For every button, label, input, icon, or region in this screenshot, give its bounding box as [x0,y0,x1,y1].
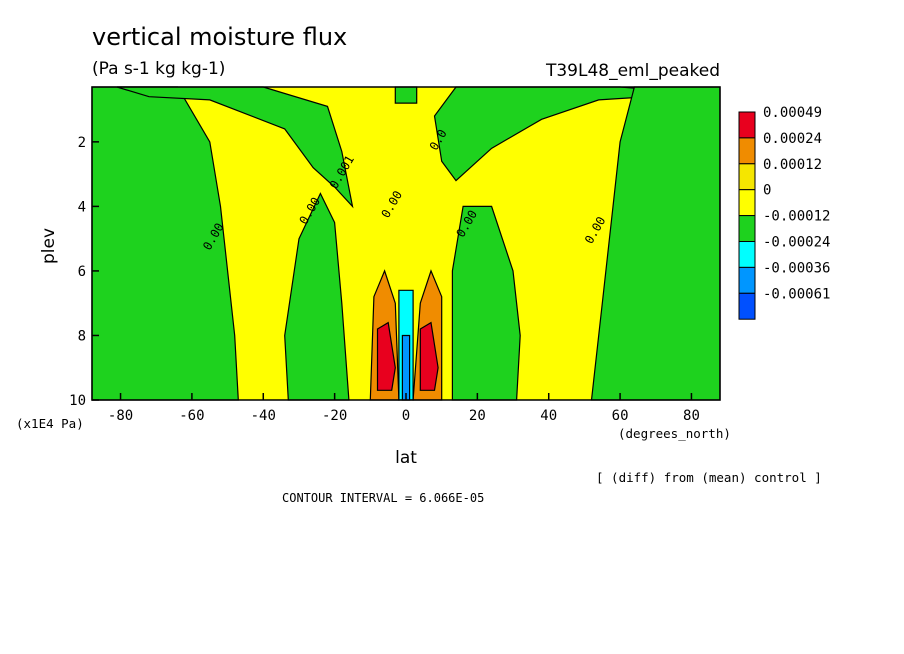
legend-label: 0 [763,183,771,199]
y-tick-label: 4 [78,199,86,215]
contour-region-upper-left-negative [116,86,354,209]
contour-interval: CONTOUR INTERVAL = 6.066E-05 [282,491,484,505]
legend-label: -0.00024 [763,235,830,251]
chart-title: vertical moisture flux [92,23,347,51]
experiment-label: T39L48_eml_peaked [545,61,720,81]
legend-label: -0.00012 [763,209,830,225]
contour-region-center-red-left [376,321,396,391]
x-tick-label: 0 [402,408,410,424]
colorbar-legend: 0.00049 0.00024 0.00012 0 -0.00012 -0.00024 -0… [738,105,830,320]
y-axis-units: (x1E4 Pa) [16,416,84,431]
legend-label: 0.00024 [763,131,822,147]
y-tick-label: 8 [78,328,86,344]
x-axis-units: (degrees_north) [618,426,731,441]
x-tick-label: 20 [469,408,486,424]
y-tick-label: 10 [69,393,86,409]
contour-fills [91,86,721,401]
x-tick-label: -60 [179,408,204,424]
x-tick-label: -40 [251,408,276,424]
x-tick-label: -80 [108,408,133,424]
legend-swatch [738,111,756,139]
legend-swatch [738,292,756,320]
y-tick-label: 6 [78,264,86,280]
x-tick-label: 40 [540,408,557,424]
comparison-note: [ (diff) from (mean) control ] [596,470,822,485]
x-axis-label: lat [395,448,417,468]
legend-swatch [738,163,756,191]
x-tick-label: 60 [612,408,629,424]
legend-label: -0.00036 [763,260,830,276]
y-tick-label: 2 [78,135,86,151]
contour-region-sh-mid-negative [284,192,350,401]
legend-label: -0.00061 [763,286,830,302]
chart-units: (Pa s-1 kg kg-1) [92,59,225,79]
contour-region-center-blue [401,334,411,401]
legend-label: 0.00049 [763,105,822,121]
legend-swatch [738,266,756,294]
x-tick-label: 80 [683,408,700,424]
legend-swatch [738,189,756,217]
y-axis-ticks: 2 4 6 8 10 [69,135,99,409]
legend-swatch [738,241,756,268]
x-tick-label: -20 [322,408,347,424]
legend-swatch [738,215,756,243]
contour-region-top-center-negative [394,86,418,104]
legend-swatch [738,137,756,165]
contour-region-center-red-right [419,321,439,391]
legend-label: 0.00012 [763,157,822,173]
x-axis-ticks: -80 -60 -40 -20 0 20 40 60 80 [108,393,700,424]
y-axis-label: plev [39,228,59,264]
